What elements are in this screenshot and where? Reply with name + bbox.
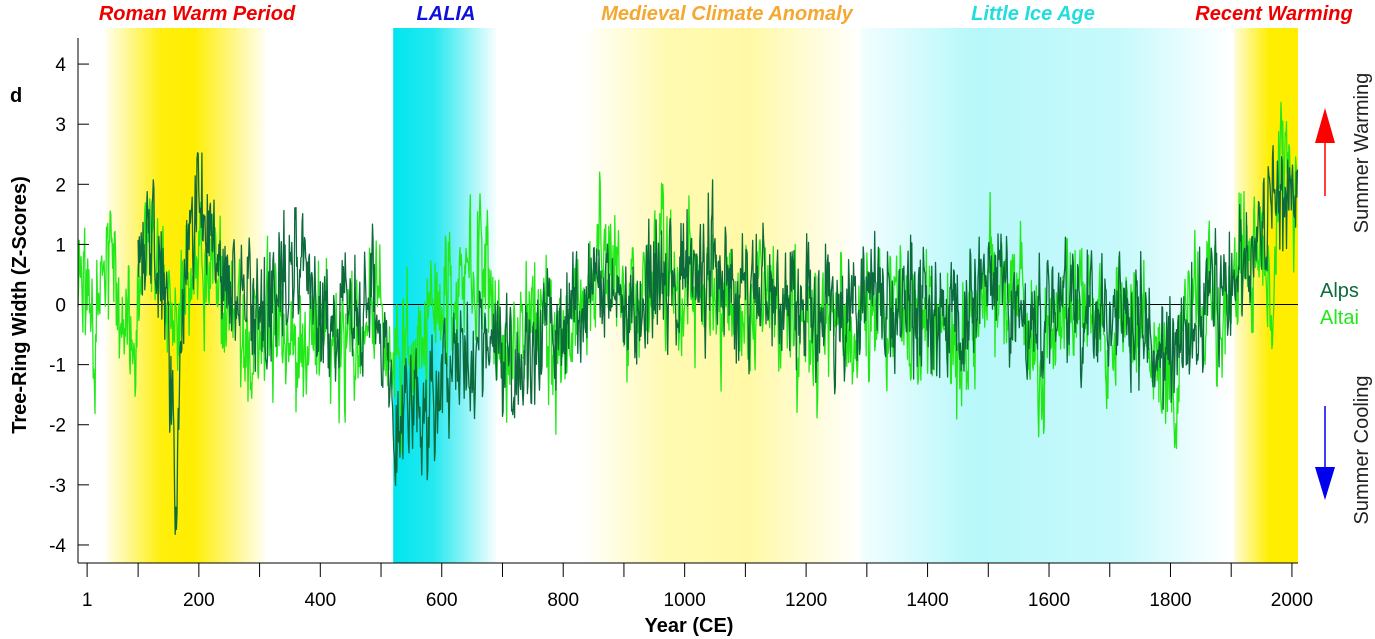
legend-altai: Altai: [1320, 307, 1359, 329]
summer-warming-label: Summer Warming: [1351, 73, 1373, 233]
y-tick-label: 1: [55, 235, 66, 256]
x-tick-label: 200: [183, 590, 215, 611]
legend: Alps Altai: [1320, 280, 1359, 329]
period-labels: Roman Warm Period LALIA Medieval Climate A…: [99, 3, 1353, 25]
x-tick-label: 400: [304, 590, 336, 611]
period-label-little-ice-age: Little Ice Age: [971, 3, 1095, 25]
x-tick-label: 1600: [1028, 590, 1070, 611]
period-label-recent-warming: Recent Warming: [1195, 3, 1352, 25]
x-tick-label: 1: [82, 590, 93, 611]
series-line-alps: [137, 145, 1299, 536]
x-axis-title: Year (CE): [645, 615, 734, 637]
x-tick-label: 1000: [664, 590, 706, 611]
y-tick-label: -3: [49, 476, 66, 497]
series-lines: [77, 101, 1299, 536]
x-tick-label: 2000: [1271, 590, 1313, 611]
y-tick-label: -2: [49, 416, 66, 437]
y-tick-label: 3: [55, 115, 66, 136]
cooling-arrow-icon: [1315, 406, 1335, 500]
panel-letter: d: [10, 85, 22, 107]
y-tick-label: -1: [49, 356, 66, 377]
y-tick-label: 4: [55, 55, 66, 76]
x-tick-label: 1400: [906, 590, 948, 611]
x-tick-label: 800: [547, 590, 579, 611]
period-label-roman-warm-period: Roman Warm Period: [99, 3, 296, 25]
summer-cooling-label: Summer Cooling: [1351, 376, 1373, 525]
x-tick-label: 1800: [1149, 590, 1191, 611]
legend-alps: Alps: [1320, 280, 1359, 302]
warming-arrow-icon: [1315, 108, 1335, 196]
x-tick-label: 600: [426, 590, 458, 611]
side-annotations: Summer Warming Summer Cooling: [1315, 73, 1373, 525]
y-tick-label: 0: [55, 296, 66, 317]
period-label-medieval-climate-anomaly: Medieval Climate Anomaly: [601, 3, 853, 25]
period-label-lalia: LALIA: [417, 3, 476, 25]
x-tick-label: 1200: [785, 590, 827, 611]
y-tick-label: 2: [55, 175, 66, 196]
y-tick-label: -4: [49, 536, 66, 557]
y-axis-title: Tree-Ring Width (Z-Scores): [9, 176, 31, 434]
